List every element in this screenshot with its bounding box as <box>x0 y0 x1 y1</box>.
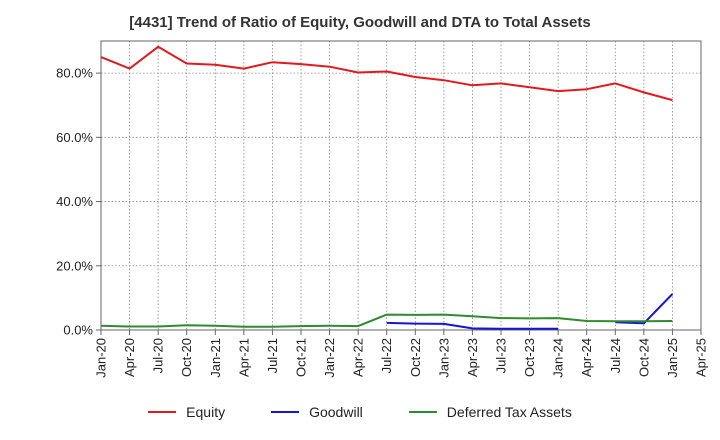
series-line-equity <box>100 45 673 102</box>
x-tick-label: Jul-23 <box>494 338 509 373</box>
series-line-deferred-tax-assets <box>100 313 673 328</box>
x-tick-label: Jan-25 <box>665 338 680 378</box>
x-tick-label: Apr-22 <box>351 338 366 377</box>
y-tick-label: 40.0% <box>56 194 93 209</box>
plot-frame <box>100 40 702 331</box>
x-tick-label: Jul-22 <box>379 338 394 373</box>
y-tick-label: 60.0% <box>56 130 93 145</box>
legend: Equity Goodwill Deferred Tax Assets <box>0 404 720 420</box>
x-tick-label: Oct-21 <box>294 338 309 377</box>
x-tick-label: Apr-25 <box>694 338 709 377</box>
label-layer: 0.0% 20.0% 40.0% 60.0% 80.0% Jan-20 Apr-20 Jul-… <box>56 66 708 378</box>
y-tick-label: 80.0% <box>56 66 93 81</box>
x-tick-label: Oct-24 <box>636 338 651 377</box>
x-tick-label: Jan-23 <box>436 338 451 378</box>
x-tick-label: Jul-21 <box>265 338 280 373</box>
x-tick-label: Jul-24 <box>608 338 623 373</box>
legend-swatch-dta <box>408 411 437 413</box>
legend-swatch-goodwill <box>271 411 300 413</box>
y-tick-label: 0.0% <box>63 323 93 338</box>
series-layer <box>100 45 674 330</box>
series-line-goodwill <box>615 293 674 325</box>
x-tick-label: Oct-20 <box>179 338 194 377</box>
x-tick-label: Apr-23 <box>465 338 480 377</box>
x-tick-label: Oct-23 <box>522 338 537 377</box>
x-tick-label: Jul-20 <box>151 338 166 373</box>
legend-label-dta: Deferred Tax Assets <box>446 404 572 420</box>
chart-title: [4431] Trend of Ratio of Equity, Goodwil… <box>129 14 591 31</box>
x-tick-label: Jan-24 <box>551 338 566 378</box>
legend-item-equity: Equity <box>148 404 225 420</box>
x-tick-label: Jan-20 <box>94 338 109 378</box>
grid-layer <box>101 41 701 330</box>
x-tick-label: Apr-21 <box>236 338 251 377</box>
legend-item-goodwill: Goodwill <box>271 404 363 420</box>
legend-swatch-equity <box>148 411 177 413</box>
x-tick-label: Oct-22 <box>408 338 423 377</box>
legend-item-dta: Deferred Tax Assets <box>408 404 572 420</box>
series-line-goodwill <box>386 321 559 330</box>
legend-label-goodwill: Goodwill <box>309 404 363 420</box>
x-tick-label: Apr-24 <box>579 338 594 377</box>
axis-layer <box>96 40 702 335</box>
y-tick-label: 20.0% <box>56 258 93 273</box>
x-tick-label: Apr-20 <box>122 338 137 377</box>
x-tick-label: Jan-21 <box>208 338 223 378</box>
x-tick-label: Jan-22 <box>322 338 337 378</box>
legend-label-equity: Equity <box>186 404 226 420</box>
